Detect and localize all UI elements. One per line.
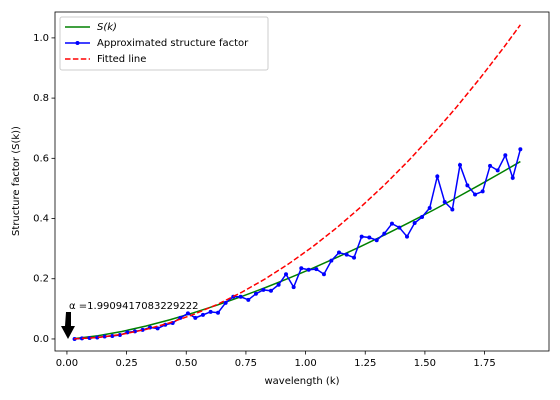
point bbox=[87, 336, 92, 341]
point bbox=[367, 235, 372, 240]
point bbox=[306, 267, 311, 272]
y-tick-label: 0.6 bbox=[33, 153, 49, 164]
point bbox=[389, 221, 394, 226]
annotation-arrow bbox=[61, 312, 75, 339]
legend-label: Approximated structure factor bbox=[97, 38, 249, 49]
point bbox=[268, 288, 273, 293]
point bbox=[284, 272, 289, 277]
y-axis-label: Structure factor (S(k)) bbox=[11, 126, 22, 236]
point bbox=[480, 189, 485, 194]
point bbox=[110, 333, 115, 338]
point bbox=[155, 326, 160, 331]
point bbox=[276, 282, 281, 287]
point bbox=[215, 310, 220, 315]
y-tick-label: 1.0 bbox=[33, 33, 49, 44]
legend-box bbox=[59, 16, 269, 71]
point bbox=[329, 258, 334, 263]
plot-frame bbox=[54, 11, 550, 352]
point bbox=[473, 192, 478, 197]
point bbox=[208, 309, 213, 314]
point bbox=[427, 205, 432, 210]
point bbox=[336, 250, 341, 255]
point bbox=[495, 168, 500, 173]
point bbox=[405, 234, 410, 239]
x-axis-label: wavelength (k) bbox=[264, 376, 339, 387]
point bbox=[420, 215, 425, 220]
point bbox=[435, 174, 440, 179]
point bbox=[518, 147, 523, 152]
point bbox=[261, 287, 266, 292]
x-tick-label: 1.50 bbox=[414, 358, 436, 369]
point bbox=[344, 252, 349, 257]
point bbox=[102, 334, 107, 339]
legend-label: S(k) bbox=[97, 22, 117, 33]
x-tick-label: 1.00 bbox=[294, 358, 316, 369]
point bbox=[117, 333, 122, 338]
point bbox=[253, 291, 258, 296]
point bbox=[95, 335, 100, 340]
legend-label: Fitted line bbox=[97, 54, 146, 65]
point bbox=[314, 267, 319, 272]
y-tick-label: 0.0 bbox=[33, 334, 49, 345]
point bbox=[397, 225, 402, 230]
series-line bbox=[74, 160, 521, 340]
point bbox=[79, 336, 84, 341]
x-tick-label: 0.50 bbox=[175, 358, 197, 369]
point bbox=[291, 285, 296, 290]
annotation: α =1.9909417083229222 bbox=[69, 301, 199, 312]
x-tick-label: 0.75 bbox=[235, 358, 257, 369]
x-tick-label: 0.25 bbox=[115, 358, 137, 369]
point bbox=[503, 153, 508, 158]
x-tick-label: 0.00 bbox=[56, 358, 78, 369]
x-tick-label: 1.75 bbox=[473, 358, 495, 369]
point bbox=[299, 266, 304, 271]
point bbox=[457, 162, 462, 167]
point bbox=[450, 207, 455, 212]
point bbox=[193, 315, 198, 320]
point bbox=[238, 294, 243, 299]
point bbox=[442, 199, 447, 204]
point bbox=[374, 238, 379, 243]
point bbox=[200, 312, 205, 317]
point bbox=[223, 300, 228, 305]
y-tick-label: 0.4 bbox=[33, 214, 49, 225]
point bbox=[412, 221, 417, 226]
legend-marker bbox=[75, 41, 80, 45]
y-tick-label: 0.8 bbox=[33, 93, 49, 104]
point bbox=[246, 297, 251, 302]
y-tick-label: 0.2 bbox=[33, 274, 49, 285]
x-tick-label: 1.25 bbox=[354, 358, 376, 369]
point bbox=[321, 272, 326, 277]
point bbox=[359, 234, 364, 239]
series-line bbox=[74, 24, 521, 340]
point bbox=[352, 255, 357, 260]
point bbox=[185, 311, 190, 316]
point bbox=[488, 163, 493, 168]
point bbox=[510, 175, 515, 180]
point bbox=[465, 183, 470, 188]
point bbox=[382, 231, 387, 236]
